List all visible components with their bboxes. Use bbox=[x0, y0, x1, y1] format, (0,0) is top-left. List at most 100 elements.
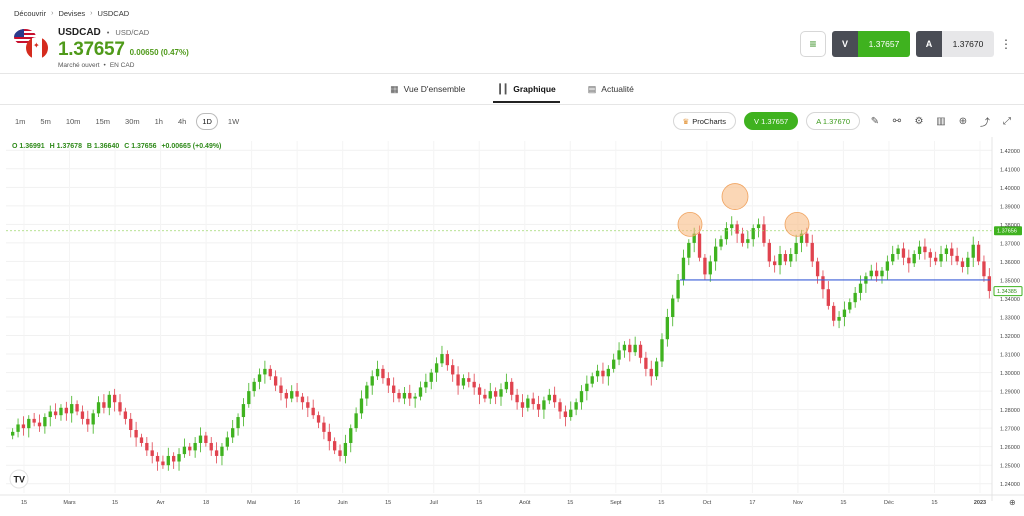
candle-body bbox=[332, 441, 337, 451]
timeframe-1m[interactable]: 1m bbox=[15, 116, 26, 126]
candle-body bbox=[558, 402, 562, 412]
candle-body bbox=[59, 407, 63, 416]
candle-body bbox=[649, 368, 653, 377]
timeframe-4h[interactable]: 4h bbox=[177, 116, 187, 126]
candle-body bbox=[660, 339, 664, 362]
candle-body bbox=[960, 261, 965, 267]
x-tick-label: 15 bbox=[567, 500, 573, 506]
candle-body bbox=[595, 370, 600, 377]
candle-body bbox=[542, 400, 546, 410]
tab-chart[interactable]: ┃┃ Graphique bbox=[493, 76, 561, 103]
buy-button[interactable]: A 1.37670 bbox=[916, 31, 994, 57]
candle-body bbox=[440, 354, 444, 364]
candle-body bbox=[982, 261, 986, 277]
x-tick-label: Juil bbox=[430, 500, 438, 506]
timeframe-10m[interactable]: 10m bbox=[65, 116, 81, 126]
candle-body bbox=[794, 242, 798, 255]
y-tick-label: 1.32000 bbox=[1000, 334, 1020, 340]
timeframe-1d[interactable]: 1D bbox=[196, 112, 218, 130]
candle-body bbox=[896, 248, 900, 255]
x-tick-label: 16 bbox=[294, 500, 300, 506]
timeframe-30m[interactable]: 30m bbox=[125, 116, 140, 126]
candle-body bbox=[70, 404, 74, 414]
candle-body bbox=[756, 224, 761, 229]
candlestick-chart[interactable]: 1.37656 1.34385 1.42000 1.41000 1.40000 1.39… bbox=[0, 137, 1024, 511]
timeframe-1h[interactable]: 1h bbox=[154, 116, 163, 126]
candle-body bbox=[279, 385, 283, 393]
ask-price-tag bbox=[994, 226, 1022, 236]
candle-body bbox=[499, 389, 503, 397]
candle-body bbox=[75, 404, 79, 412]
timeframe-15m[interactable]: 15m bbox=[95, 116, 111, 126]
tab-news[interactable]: ▤ Actualité bbox=[584, 76, 638, 102]
candle-body bbox=[338, 450, 342, 456]
y-tick-label: 1.24000 bbox=[1000, 482, 1020, 488]
timeframe-5m[interactable]: 5m bbox=[40, 116, 51, 126]
candle-body bbox=[531, 398, 535, 405]
chart-sell-button[interactable]: V 1.37657 bbox=[744, 112, 799, 130]
candle-body bbox=[413, 396, 417, 399]
candle-body bbox=[815, 261, 820, 277]
x-tick-label: 18 bbox=[203, 500, 209, 506]
sell-price: 1.37657 bbox=[858, 31, 910, 57]
breadcrumb-currencies[interactable]: Devises bbox=[58, 9, 86, 18]
y-tick-label: 1.39000 bbox=[1000, 204, 1020, 210]
candle-body bbox=[145, 442, 149, 451]
indicators-icon[interactable]: ⚯ bbox=[892, 115, 902, 127]
candle-body bbox=[665, 317, 670, 340]
sell-button[interactable]: V 1.37657 bbox=[832, 31, 910, 57]
candle-body bbox=[123, 411, 128, 419]
candle-body bbox=[912, 254, 916, 264]
price-change: 0.00650 (0.47%) bbox=[129, 48, 189, 57]
pencil-icon[interactable]: ✎ bbox=[870, 115, 880, 127]
fullscreen-icon[interactable]: ⤢ bbox=[1003, 115, 1011, 127]
y-tick-label: 1.27000 bbox=[1000, 427, 1020, 433]
procharts-button[interactable]: ♛ ProCharts bbox=[672, 112, 736, 130]
chart-buy-button[interactable]: A 1.37670 bbox=[806, 112, 860, 130]
gear-icon[interactable]: ⚙ bbox=[914, 115, 924, 127]
candle-body bbox=[327, 431, 331, 442]
news-icon: ▤ bbox=[587, 83, 597, 94]
chart-type-icon[interactable]: ▥ bbox=[936, 115, 946, 127]
peak-highlight-circle bbox=[677, 211, 703, 237]
timeframe-1w[interactable]: 1W bbox=[227, 116, 240, 126]
x-tick-label: 15 bbox=[112, 500, 118, 506]
candle-body bbox=[273, 376, 278, 386]
tab-overview[interactable]: ▦ Vue D'ensemble bbox=[386, 76, 469, 102]
candle-body bbox=[418, 387, 423, 397]
candle-body bbox=[676, 279, 680, 299]
candle-body bbox=[928, 252, 932, 258]
candle-body bbox=[923, 246, 927, 253]
candle-body bbox=[885, 261, 890, 271]
more-options-icon[interactable]: ⋮ bbox=[1000, 37, 1012, 51]
candle-body bbox=[451, 365, 455, 375]
candle-body bbox=[944, 248, 949, 255]
candle-body bbox=[429, 372, 433, 382]
candle-body bbox=[687, 242, 691, 258]
candle-body bbox=[917, 246, 922, 255]
chart-svg[interactable]: 1.37656 1.34385 1.42000 1.41000 1.40000 1.39… bbox=[0, 137, 1024, 511]
market-status: Marché ouvert bbox=[58, 62, 100, 69]
y-tick-label: 1.25000 bbox=[1000, 464, 1020, 470]
candle-body bbox=[434, 363, 439, 373]
share-icon[interactable]: ⤴ bbox=[980, 117, 990, 129]
current-price-tag bbox=[993, 286, 1023, 297]
ohlc-readout: O 1.36991 H 1.37678 B 1.36640 C 1.37656 … bbox=[12, 143, 221, 150]
add-circle-icon[interactable]: ⊕ bbox=[958, 115, 968, 127]
candle-body bbox=[365, 385, 369, 399]
x-axis: 15 Mars 15 Avr 18 Mai 16 Juin 15 Juil 15 Août 15 Sept… bbox=[0, 494, 1024, 507]
candle-body bbox=[762, 224, 766, 243]
dot-separator: • bbox=[103, 62, 106, 69]
add-to-watchlist-button[interactable]: ≡ bbox=[800, 31, 826, 57]
tab-chart-label: Graphique bbox=[513, 84, 556, 94]
candle-body bbox=[671, 298, 675, 317]
breadcrumb-discover[interactable]: Découvrir bbox=[14, 9, 47, 18]
x-tick-label: Mai bbox=[247, 500, 256, 506]
candle-body bbox=[257, 374, 262, 382]
candle-body bbox=[166, 455, 170, 466]
candle-body bbox=[182, 446, 187, 455]
candle-body bbox=[359, 398, 364, 414]
chart-grid bbox=[6, 141, 992, 493]
candle-body bbox=[869, 270, 873, 277]
candle-body bbox=[354, 413, 358, 429]
